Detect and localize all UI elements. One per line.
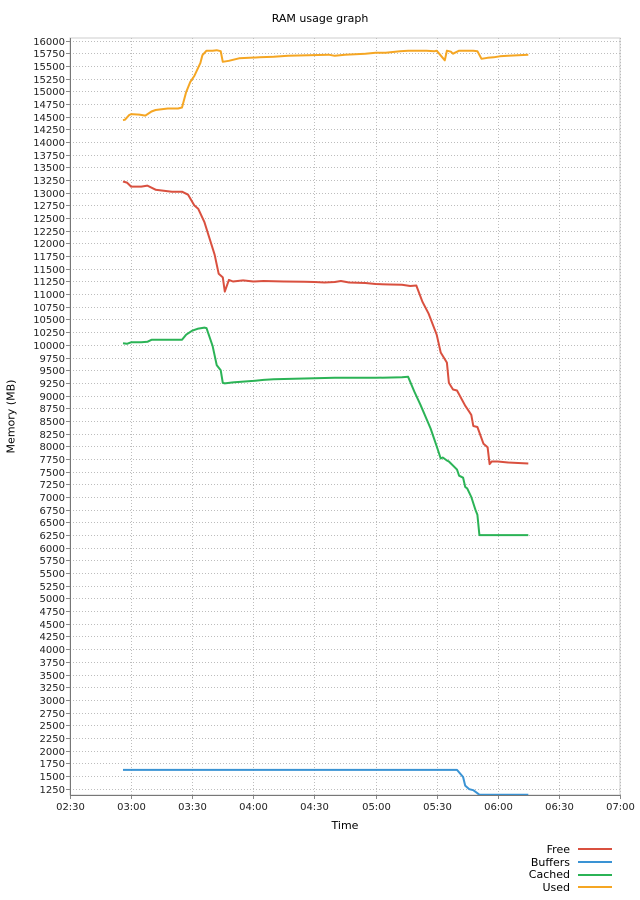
y-tick-label: 16000: [33, 37, 65, 48]
y-tick-label: 4250: [40, 632, 65, 643]
y-tick-label: 1250: [40, 785, 65, 796]
y-tick-label: 5000: [40, 594, 65, 605]
x-tick-label: 02:30: [56, 802, 85, 813]
legend-label-buffers: Buffers: [530, 855, 570, 869]
y-tick-label: 7250: [40, 480, 65, 491]
y-tick-label: 7750: [40, 455, 65, 466]
y-axis-label: Memory (MB): [4, 379, 18, 454]
legend-label-free: Free: [546, 842, 570, 856]
x-tick-label: 06:30: [545, 802, 574, 813]
y-tick-label: 12500: [33, 214, 65, 225]
y-tick-label: 8000: [40, 442, 65, 453]
legend-swatch-used: [578, 886, 612, 889]
y-tick-label: 2500: [40, 721, 65, 732]
y-tick-label: 4750: [40, 607, 65, 618]
y-tick-label: 15500: [33, 62, 65, 73]
y-tick-label: 6250: [40, 531, 65, 542]
y-tick-label: 14000: [33, 138, 65, 149]
y-tick-label: 10000: [33, 341, 65, 352]
y-tick-label: 11000: [33, 290, 65, 301]
y-tick-label: 9500: [40, 366, 65, 377]
y-tick-label: 7000: [40, 493, 65, 504]
y-tick-label: 5750: [40, 556, 65, 567]
y-tick-label: 12250: [33, 227, 65, 238]
legend: Free Buffers Cached Used: [529, 843, 612, 894]
plot-border: [69, 37, 621, 796]
y-tick-label: 5500: [40, 569, 65, 580]
x-tick-label: 05:00: [362, 802, 391, 813]
y-tick-label: 3000: [40, 696, 65, 707]
y-tick-label: 14500: [33, 113, 65, 124]
y-tick-label: 10750: [33, 303, 65, 314]
series-layer: [122, 49, 529, 795]
legend-item-used: Used: [529, 881, 612, 894]
y-tick-label: 13750: [33, 151, 65, 162]
y-tick-label: 3250: [40, 683, 65, 694]
y-tick-label: 6750: [40, 506, 65, 517]
y-tick-label: 8250: [40, 430, 65, 441]
y-tick-label: 2000: [40, 747, 65, 758]
y-tick-label: 4500: [40, 620, 65, 631]
chart-title: RAM usage graph: [271, 12, 369, 25]
x-axis-label: Time: [331, 819, 359, 832]
y-tick-label: 2750: [40, 709, 65, 720]
x-tick-label: 03:00: [117, 802, 146, 813]
y-tick-label: 14250: [33, 125, 65, 136]
x-tick-label: 04:00: [239, 802, 268, 813]
y-tick-label: 13000: [33, 189, 65, 200]
y-tick-label: 15250: [33, 75, 65, 86]
y-tick-label: 11250: [33, 277, 65, 288]
legend-swatch-cached: [578, 873, 612, 876]
legend-swatch-buffers: [578, 861, 612, 864]
x-tick-label: 04:30: [300, 802, 329, 813]
y-tick-label: 2250: [40, 734, 65, 745]
y-tick-label: 1500: [40, 772, 65, 783]
x-tick-label: 06:00: [484, 802, 513, 813]
y-tick-label: 8500: [40, 417, 65, 428]
legend-item-buffers: Buffers: [529, 856, 612, 869]
y-tick-label: 4000: [40, 645, 65, 656]
y-tick-label: 10500: [33, 315, 65, 326]
y-tick-label: 12750: [33, 201, 65, 212]
grid: [69, 37, 621, 796]
series-line-used: [122, 49, 529, 122]
y-tick-label: 9750: [40, 354, 65, 365]
y-tick-label: 12000: [33, 239, 65, 250]
y-tick-label: 9250: [40, 379, 65, 390]
series-line-buffers: [123, 768, 529, 795]
x-tick-label: 07:00: [606, 802, 635, 813]
legend-item-free: Free: [529, 843, 612, 856]
y-tick-label: 3500: [40, 671, 65, 682]
x-tick-label: 05:30: [423, 802, 452, 813]
y-tick-label: 11500: [33, 265, 65, 276]
y-tick-label: 15750: [33, 49, 65, 60]
y-tick-label: 15000: [33, 87, 65, 98]
y-tick-label: 5250: [40, 582, 65, 593]
y-tick-label: 1750: [40, 759, 65, 770]
legend-label-cached: Cached: [528, 868, 570, 882]
y-tick-label: 8750: [40, 404, 65, 415]
y-tick-label: 9000: [40, 392, 65, 403]
y-tick-label: 13250: [33, 176, 65, 187]
y-tick-label: 7500: [40, 468, 65, 479]
legend-label-used: Used: [542, 880, 570, 894]
y-tick-label: 13500: [33, 163, 65, 174]
series-line-cached: [122, 326, 529, 537]
series-line-free: [122, 180, 529, 466]
y-tick-label: 14750: [33, 100, 65, 111]
y-tick-label: 6000: [40, 544, 65, 555]
legend-item-cached: Cached: [529, 868, 612, 881]
y-tick-label: 3750: [40, 658, 65, 669]
y-tick-label: 6500: [40, 518, 65, 529]
y-tick-label: 10250: [33, 328, 65, 339]
y-tick-label: 11750: [33, 252, 65, 263]
x-tick-label: 03:30: [178, 802, 207, 813]
legend-swatch-free: [578, 848, 612, 851]
